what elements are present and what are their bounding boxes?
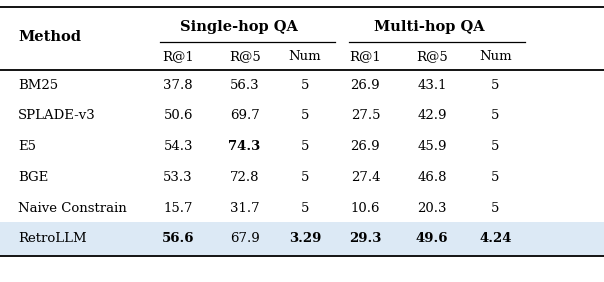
Text: 29.3: 29.3 <box>349 232 382 245</box>
Text: 31.7: 31.7 <box>230 202 260 215</box>
Text: 5: 5 <box>301 79 309 92</box>
Text: 53.3: 53.3 <box>163 171 193 184</box>
Text: 27.5: 27.5 <box>351 109 380 122</box>
Text: Multi-hop QA: Multi-hop QA <box>373 20 484 34</box>
Text: Naive Constrain: Naive Constrain <box>18 202 127 215</box>
Text: R@1: R@1 <box>350 50 381 63</box>
Text: 10.6: 10.6 <box>351 202 380 215</box>
Text: 37.8: 37.8 <box>163 79 193 92</box>
Text: 27.4: 27.4 <box>351 171 380 184</box>
Text: 49.6: 49.6 <box>416 232 448 245</box>
Text: 5: 5 <box>491 79 500 92</box>
Text: 50.6: 50.6 <box>164 109 193 122</box>
Text: BGE: BGE <box>18 171 48 184</box>
Text: 56.6: 56.6 <box>162 232 194 245</box>
Text: 74.3: 74.3 <box>228 140 261 153</box>
Text: R@1: R@1 <box>162 50 194 63</box>
Text: 45.9: 45.9 <box>417 140 446 153</box>
Text: 5: 5 <box>491 171 500 184</box>
Text: 26.9: 26.9 <box>350 140 381 153</box>
Text: 5: 5 <box>301 171 309 184</box>
Text: 5: 5 <box>301 140 309 153</box>
Text: 46.8: 46.8 <box>417 171 446 184</box>
Text: 42.9: 42.9 <box>417 109 446 122</box>
Text: 54.3: 54.3 <box>164 140 193 153</box>
Text: R@5: R@5 <box>416 50 448 63</box>
FancyBboxPatch shape <box>0 222 604 255</box>
Text: 3.29: 3.29 <box>289 232 321 245</box>
Text: 4.24: 4.24 <box>479 232 512 245</box>
Text: 5: 5 <box>491 109 500 122</box>
Text: 69.7: 69.7 <box>230 109 260 122</box>
Text: Num: Num <box>289 50 321 63</box>
Text: 20.3: 20.3 <box>417 202 446 215</box>
Text: Method: Method <box>18 30 81 44</box>
Text: 5: 5 <box>491 202 500 215</box>
Text: 15.7: 15.7 <box>164 202 193 215</box>
Text: R@5: R@5 <box>229 50 260 63</box>
Text: Num: Num <box>479 50 512 63</box>
Text: 5: 5 <box>301 202 309 215</box>
Text: RetroLLM: RetroLLM <box>18 232 87 245</box>
Text: 5: 5 <box>491 140 500 153</box>
Text: 26.9: 26.9 <box>350 79 381 92</box>
Text: 56.3: 56.3 <box>230 79 260 92</box>
Text: 67.9: 67.9 <box>230 232 260 245</box>
Text: Single-hop QA: Single-hop QA <box>179 20 298 34</box>
Text: E5: E5 <box>18 140 36 153</box>
Text: 72.8: 72.8 <box>230 171 259 184</box>
Text: 5: 5 <box>301 109 309 122</box>
Text: 43.1: 43.1 <box>417 79 446 92</box>
Text: SPLADE-v3: SPLADE-v3 <box>18 109 96 122</box>
Text: BM25: BM25 <box>18 79 58 92</box>
